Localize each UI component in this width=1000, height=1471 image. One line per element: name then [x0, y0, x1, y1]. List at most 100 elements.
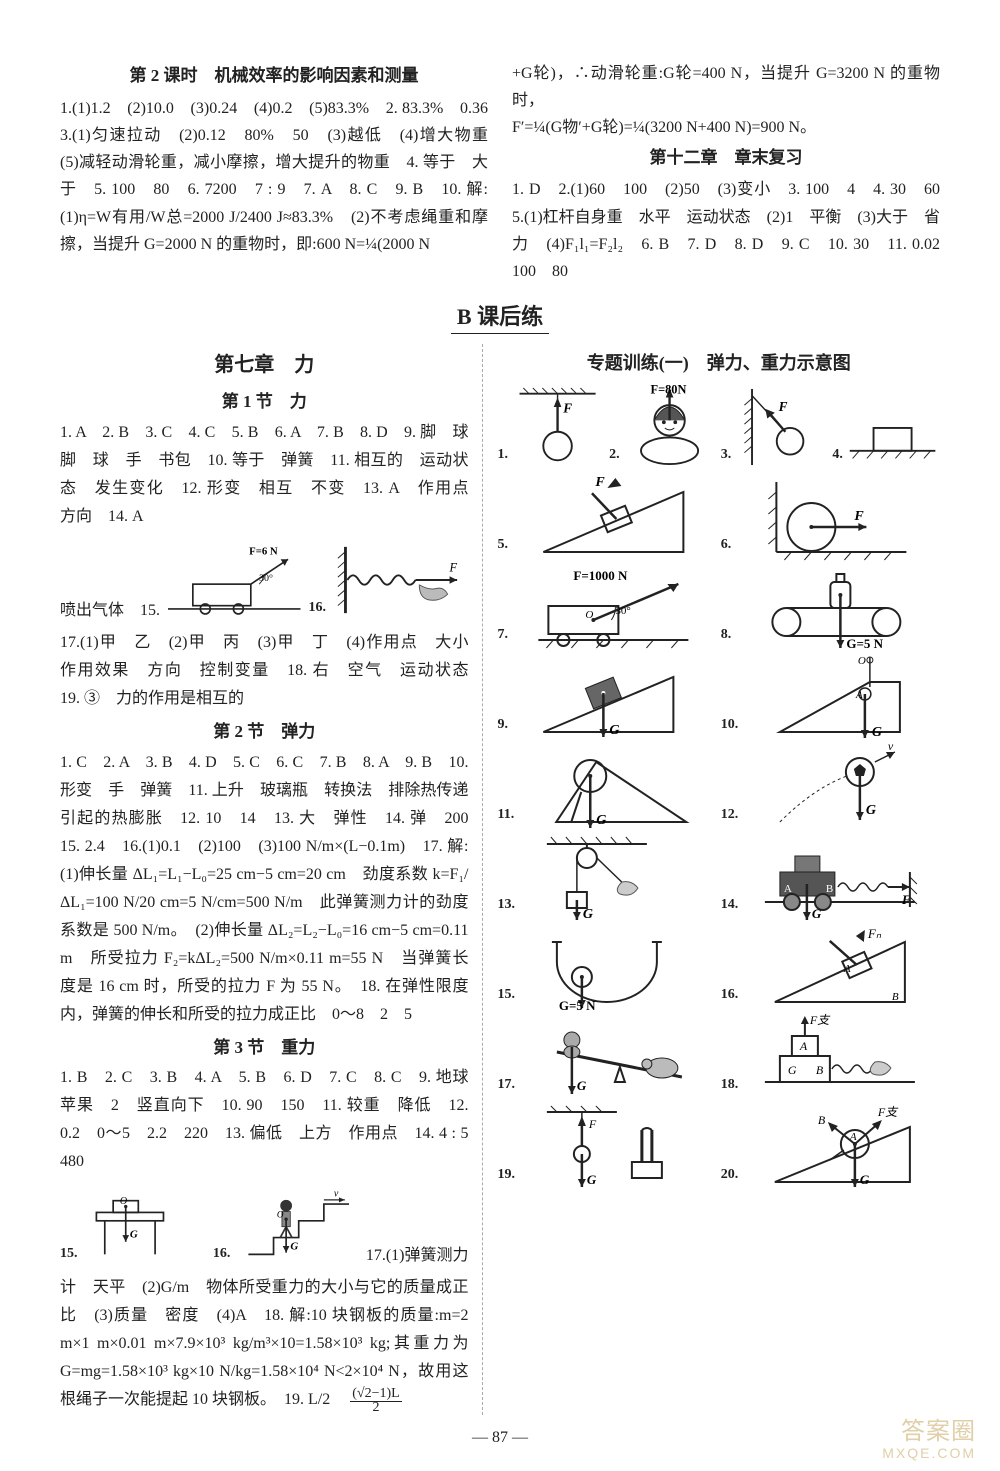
fig-2-num: 2.: [609, 443, 620, 468]
figure-16-label: 16.: [309, 596, 327, 621]
svg-text:Fₙ: Fₙ: [867, 926, 882, 941]
fig-4-num: 4.: [832, 443, 843, 468]
svg-text:G: G: [788, 1063, 797, 1077]
brand-sub: MXQE.COM: [882, 1446, 976, 1461]
continuation-line-2: F′=¼(G物′+G轮)=¼(3200 N+400 N)=900 N。: [512, 114, 940, 141]
section-3-answers-a: 1. B 2. C 3. B 4. A 5. B 6. D 7. C 8. C …: [60, 1064, 468, 1176]
figure-16b-stairs-icon: O G v: [240, 1180, 357, 1270]
svg-text:F=1000 N: F=1000 N: [573, 568, 628, 583]
figure-15b-label: 15.: [60, 1242, 78, 1267]
section-1-answers-b: 17.(1)甲 乙 (2)甲 丙 (3)甲 丁 (4)作用点 大小 作用效果 方…: [60, 629, 468, 713]
figure-16b-label: 16.: [213, 1242, 231, 1267]
main-section: 第七章 力 第 1 节 力 1. A 2. B 3. C 4. C 5. B 6…: [60, 344, 940, 1415]
svg-text:A: A: [855, 689, 863, 701]
brand-watermark: 答案圈 MXQE.COM: [882, 1419, 976, 1461]
fig-20-num: 20.: [721, 1163, 739, 1188]
chapter-12-review-answers: 1. D 2.(1)60 100 (2)50 (3)变小 3. 100 4 4.…: [512, 176, 940, 285]
section-2-answers: 1. C 2. A 3. B 4. D 5. C 6. C 7. B 8. A …: [60, 749, 468, 1029]
svg-text:O: O: [277, 1210, 284, 1220]
fig-13-pulley-hand-icon: G: [517, 832, 717, 922]
svg-text:G=5 N: G=5 N: [559, 998, 596, 1012]
section-b-title-text: B 课后练: [451, 299, 549, 334]
svg-text:O: O: [585, 609, 593, 621]
svg-text:G: G: [291, 1241, 299, 1253]
fig-12-soccer-icon: v G: [740, 742, 940, 832]
svg-text:G: G: [609, 723, 619, 738]
svg-text:A: A: [784, 883, 792, 895]
fig-5-incline-icon: F: [510, 472, 717, 562]
svg-text:v: v: [334, 1189, 339, 1200]
fig-9-incline-block-icon: G: [510, 652, 717, 742]
svg-text:O: O: [858, 655, 866, 667]
fig-7-cart-force-icon: O F=1000 N 30°: [510, 562, 717, 652]
fig-16-num: 16.: [721, 983, 739, 1008]
top-right-col: +G轮)，∴动滑轮重:G轮=400 N，当提升 G=3200 N 的重物时， F…: [512, 60, 940, 285]
section-1-title: 第 1 节 力: [60, 387, 468, 417]
figure-row-3: 7. O F=1000 N: [497, 562, 940, 652]
svg-text:v: v: [888, 742, 894, 753]
figure-row-9: 19. F G: [497, 1102, 940, 1192]
figure-row-2: 5. F 6.: [497, 472, 940, 562]
svg-text:G: G: [812, 906, 822, 921]
svg-text:G: G: [587, 1172, 597, 1187]
figure-row-7: 15. G=5 N: [497, 922, 940, 1012]
figure-row-4: 9. G 10.: [497, 652, 940, 742]
svg-text:O: O: [119, 1196, 127, 1207]
fig-1-hanging-ball-icon: F: [510, 382, 605, 472]
fig-17-seesaw-icon: G: [517, 1012, 717, 1102]
lesson-2-title: 第 2 课时 机械效率的影响因素和测量: [60, 62, 488, 91]
figure-row-8: 17. G: [497, 1012, 940, 1102]
chapter-12-review-title: 第十二章 章末复习: [512, 144, 940, 173]
figure-15-prefix: 喷出气体 15.: [60, 597, 160, 625]
svg-text:F: F: [562, 400, 572, 415]
fig-16-incline-fn-icon: A Fₙ B: [740, 922, 940, 1012]
fig-2-doll-icon: F=80N: [622, 382, 717, 472]
svg-text:F=6 N: F=6 N: [249, 545, 278, 557]
fig-6-corner-ball-icon: F: [733, 472, 940, 562]
figure-row-1: 1. F 2.: [497, 382, 940, 472]
fig-15-num: 15.: [497, 983, 515, 1008]
svg-text:30°: 30°: [259, 573, 273, 584]
fraction-bottom: 2: [370, 1400, 381, 1415]
figure-17b-tail: 17.(1)弹簧测力: [366, 1242, 469, 1270]
svg-text:B: B: [818, 1113, 826, 1127]
fig-10-num: 10.: [721, 713, 739, 738]
section-1-figures-row: 喷出气体 15. F=6 N 30° 16.: [60, 535, 468, 625]
svg-text:F: F: [594, 475, 605, 490]
figure-row-6: 13. G: [497, 832, 940, 922]
svg-text:F: F: [854, 509, 865, 524]
svg-text:G: G: [129, 1229, 137, 1241]
svg-text:F: F: [778, 399, 788, 414]
top-left-col: 第 2 课时 机械效率的影响因素和测量 1.(1)1.2 (2)10.0 (3)…: [60, 60, 488, 285]
svg-text:G: G: [583, 907, 593, 922]
fig-1-num: 1.: [497, 443, 508, 468]
figure-row-5: 11. G 12.: [497, 742, 940, 832]
section-b-title: B 课后练: [60, 299, 940, 334]
svg-text:F: F: [449, 560, 458, 574]
fig-18-num: 18.: [721, 1073, 739, 1098]
page: 第 2 课时 机械效率的影响因素和测量 1.(1)1.2 (2)10.0 (3)…: [0, 0, 1000, 1471]
right-column: 专题训练(一) 弹力、重力示意图 1. F: [482, 344, 940, 1415]
special-training-title: 专题训练(一) 弹力、重力示意图: [497, 348, 940, 380]
fig-14-num: 14.: [721, 893, 739, 918]
fig-4-ground-block-icon: [845, 382, 940, 472]
svg-text:G: G: [860, 1172, 870, 1187]
svg-text:30°: 30°: [615, 605, 630, 617]
fig-13-num: 13.: [497, 893, 515, 918]
section-3-figures-row: 15. O G 16.: [60, 1180, 468, 1270]
left-column: 第七章 力 第 1 节 力 1. A 2. B 3. C 4. C 5. B 6…: [60, 344, 482, 1415]
figure-15-cart-icon: F=6 N 30°: [168, 535, 300, 625]
svg-text:G=5 N: G=5 N: [847, 636, 884, 651]
section-2-title: 第 2 节 弹力: [60, 717, 468, 747]
svg-text:A: A: [843, 963, 851, 975]
fig-8-conveyor-icon: G=5 N: [733, 562, 940, 652]
svg-text:G: G: [872, 725, 882, 740]
fig-5-num: 5.: [497, 533, 508, 558]
fig-17-num: 17.: [497, 1073, 515, 1098]
page-number: — 87 —: [0, 1429, 1000, 1447]
fig-15-bowl-ball-icon: G=5 N: [517, 922, 717, 1012]
svg-text:F: F: [588, 1117, 597, 1131]
fig-11-ball-wedge-icon: G: [516, 742, 717, 832]
chapter-7-title: 第七章 力: [60, 348, 468, 383]
section-3-title: 第 3 节 重力: [60, 1033, 468, 1063]
